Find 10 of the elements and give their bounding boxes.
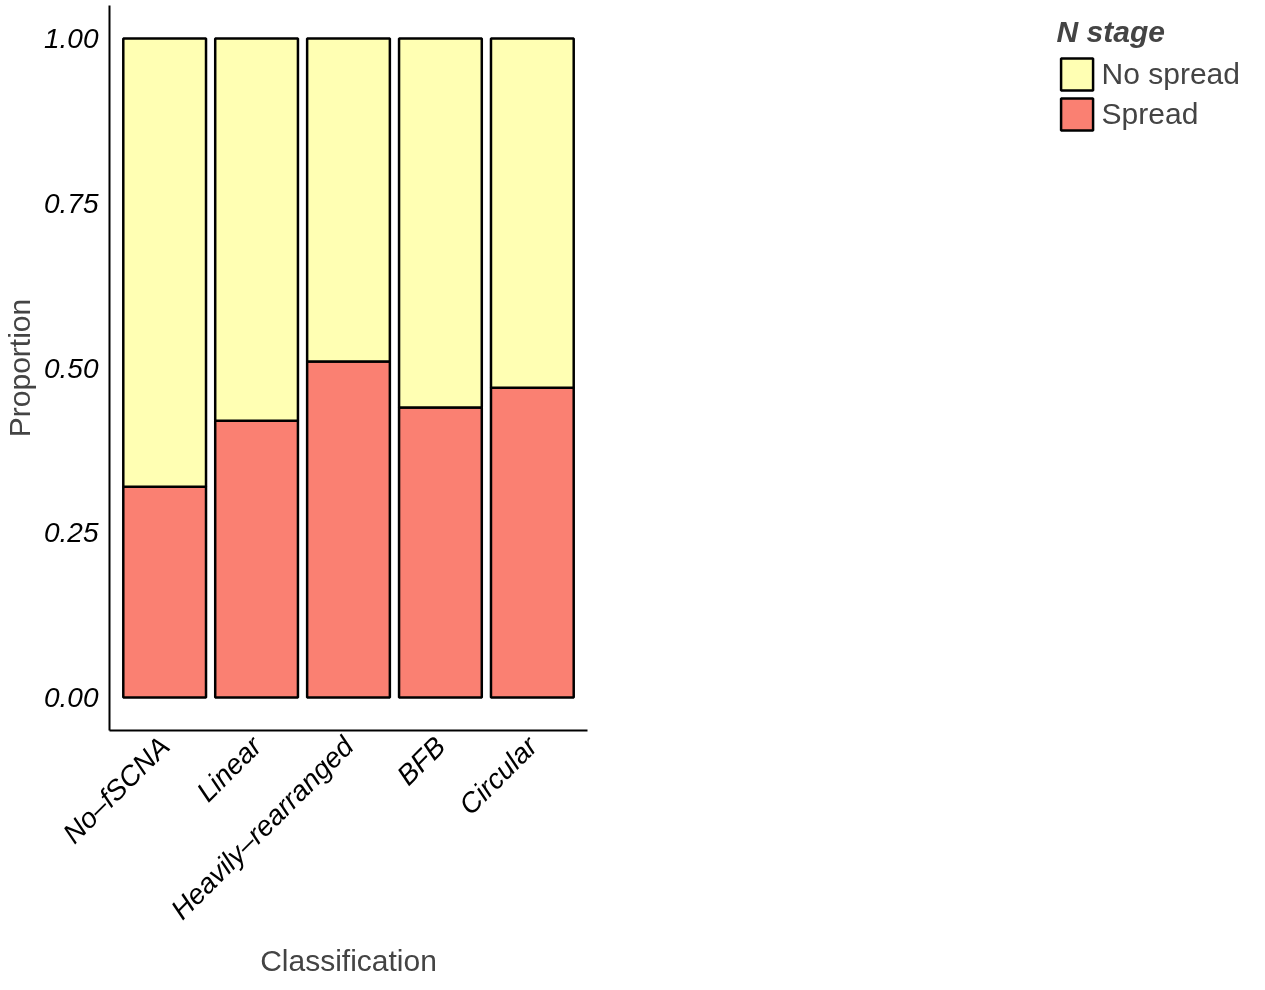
y-axis-title: Proportion — [3, 298, 36, 438]
y-tick-label: 0.50 — [44, 352, 99, 384]
legend-title: N stage — [1056, 15, 1166, 49]
y-tick-label: 0.00 — [44, 682, 99, 714]
legend-label: No spread — [1101, 57, 1240, 91]
y-tick-label: 1.00 — [44, 22, 99, 54]
legend-label: Spread — [1101, 97, 1199, 131]
y-tick-label: 0.75 — [44, 187, 99, 219]
y-tick-label: 0.25 — [44, 517, 99, 549]
x-axis-title: Classification — [260, 944, 437, 978]
